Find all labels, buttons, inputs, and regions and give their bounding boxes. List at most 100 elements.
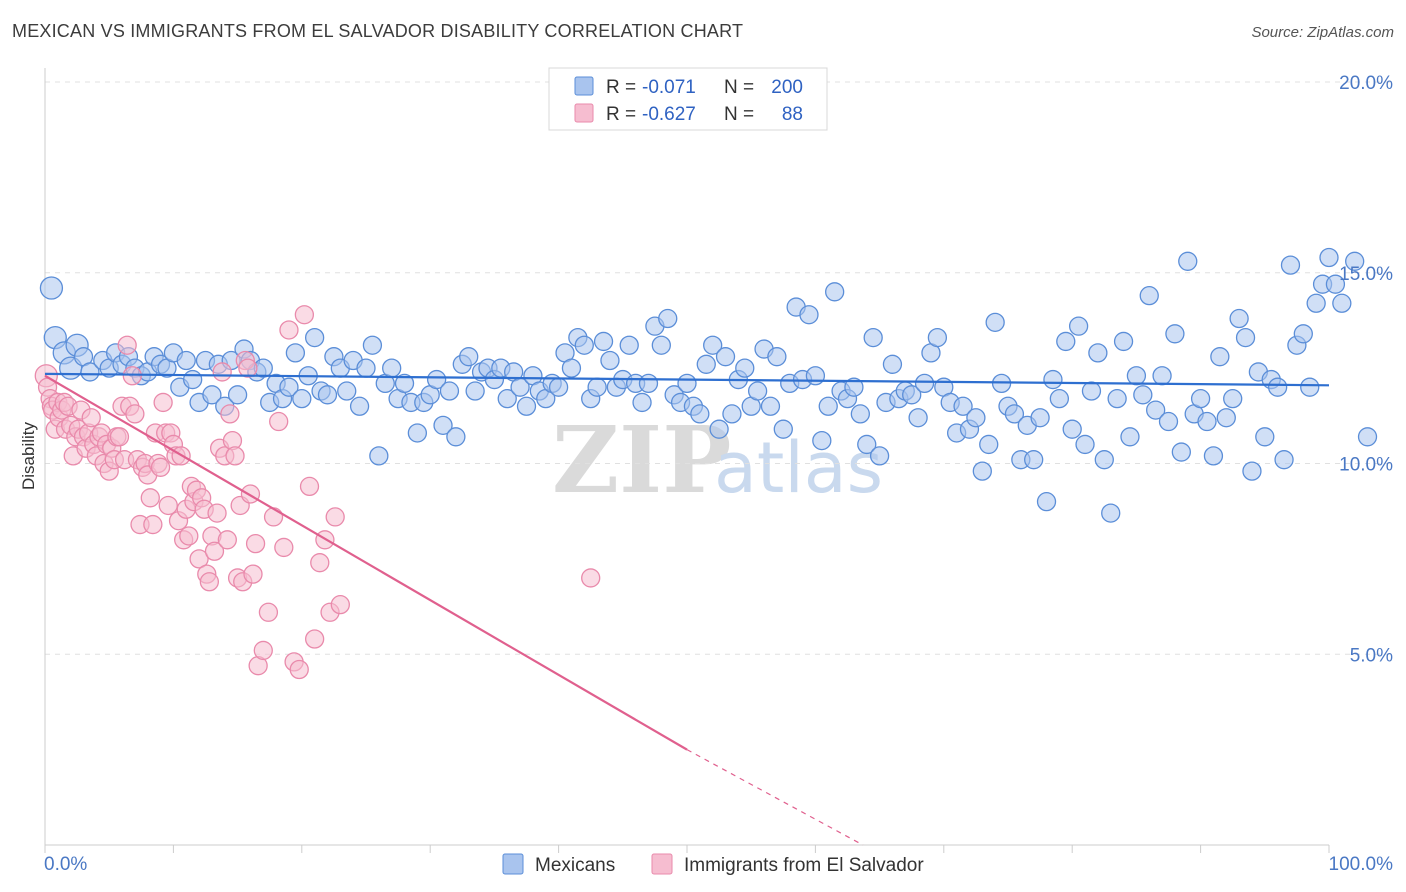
mexicans-point-42 xyxy=(317,385,338,405)
mexicans-point-201 xyxy=(1345,251,1365,271)
mexicans-point-199 xyxy=(1325,274,1346,294)
mexicans-point-164 xyxy=(1101,503,1121,523)
mexicans-point-162 xyxy=(1088,343,1108,363)
mexicans-point-101 xyxy=(696,354,716,374)
mexicans-point-181 xyxy=(1210,347,1230,367)
salvador-point-50 xyxy=(158,495,178,516)
salvador-point-90 xyxy=(274,537,294,558)
mexicans-point-56 xyxy=(407,423,428,443)
y-tick-label-0: 5.0% xyxy=(1350,645,1393,666)
legend-n-value-mexicans: 200 xyxy=(771,77,803,98)
axes xyxy=(44,68,1330,853)
legend-r-value-salvador: -0.627 xyxy=(642,104,696,125)
salvador-point-48 xyxy=(153,392,173,413)
bottom-legend-swatch-mexicans xyxy=(502,853,524,875)
mexicans-point-85 xyxy=(593,331,614,352)
mexicans-point-40 xyxy=(304,327,325,348)
mexicans-point-192 xyxy=(1280,255,1301,275)
salvador-point-101 xyxy=(330,595,350,615)
salvador-point-84 xyxy=(245,533,266,554)
salvador-point-74 xyxy=(220,404,240,424)
legend-r-value-mexicans: -0.071 xyxy=(642,77,696,98)
mexicans-point-109 xyxy=(747,381,768,401)
salvador-trend-line-extension xyxy=(686,749,864,846)
mexicans-point-195 xyxy=(1300,377,1320,397)
salvador-point-100 xyxy=(325,507,345,527)
salvador-point-62 xyxy=(189,549,209,569)
correlation-legend: R = -0.071 N = 200 R = -0.627 N = 88 xyxy=(548,67,828,131)
mexicans-point-80 xyxy=(561,358,582,378)
mexicans-point-185 xyxy=(1235,327,1256,348)
mexicans-point-64 xyxy=(459,347,479,367)
salvador-point-66 xyxy=(199,572,220,592)
mexicans-point-156 xyxy=(1049,388,1070,409)
mexicans-point-175 xyxy=(1171,442,1191,462)
mexicans-point-202 xyxy=(1357,427,1378,447)
mexicans-point-182 xyxy=(1216,408,1236,428)
watermark-zip: ZIP xyxy=(552,406,731,514)
salvador-point-58 xyxy=(179,526,199,546)
mexicans-point-127 xyxy=(863,327,883,348)
mexicans-point-50 xyxy=(369,446,389,466)
mexicans-point-167 xyxy=(1120,427,1140,447)
salvador-point-69 xyxy=(207,503,227,523)
mexicans-points xyxy=(39,247,1378,523)
mexicans-point-184 xyxy=(1229,308,1249,329)
mexicans-point-135 xyxy=(914,373,935,394)
mexicans-point-84 xyxy=(587,377,607,397)
mexicans-point-112 xyxy=(767,347,787,367)
mexicans-point-159 xyxy=(1068,316,1089,336)
legend-r-label-salvador: R = xyxy=(606,104,636,125)
mexicans-point-183 xyxy=(1223,388,1243,409)
mexicans-point-130 xyxy=(882,354,903,374)
mexicans-point-6 xyxy=(80,362,100,382)
x-tick-label-max: 100.0% xyxy=(1329,854,1394,875)
mexicans-point-20 xyxy=(176,350,196,371)
legend-r-label-mexicans: R = xyxy=(606,77,636,98)
mexicans-point-65 xyxy=(465,381,485,401)
trend-lines xyxy=(44,372,1330,846)
mexicans-point-60 xyxy=(433,415,453,436)
mexicans-point-48 xyxy=(356,358,376,378)
mexicans-point-0 xyxy=(39,276,64,300)
mexicans-point-54 xyxy=(394,373,415,394)
mexicans-point-70 xyxy=(497,388,517,409)
mexicans-point-91 xyxy=(632,392,652,413)
legend-swatch-mexicans xyxy=(574,76,594,96)
salvador-point-68 xyxy=(204,541,225,561)
mexicans-point-171 xyxy=(1146,400,1166,420)
mexicans-point-172 xyxy=(1152,366,1172,386)
bottom-legend-swatch-salvador xyxy=(651,853,673,875)
mexicans-point-168 xyxy=(1126,366,1147,386)
mexicans-point-178 xyxy=(1190,388,1211,409)
mexicans-point-94 xyxy=(651,335,671,355)
mexicans-point-194 xyxy=(1293,324,1313,344)
mexicans-point-24 xyxy=(202,385,222,405)
salvador-point-76 xyxy=(225,446,245,466)
y-tick-label-3: 20.0% xyxy=(1339,73,1393,94)
mexicans-point-143 xyxy=(966,408,986,428)
mexicans-point-95 xyxy=(658,308,678,329)
mexicans-point-119 xyxy=(812,430,832,451)
mexicans-point-198 xyxy=(1319,247,1339,268)
mexicans-point-103 xyxy=(709,419,729,439)
salvador-trend-line xyxy=(44,374,688,751)
salvador-point-44 xyxy=(143,514,163,535)
salvador-point-20 xyxy=(81,408,101,428)
salvador-point-71 xyxy=(212,362,232,382)
mexicans-point-179 xyxy=(1197,411,1217,432)
mexicans-point-37 xyxy=(285,343,306,363)
mexicans-point-186 xyxy=(1242,461,1262,481)
mexicans-point-52 xyxy=(382,358,402,378)
legend-swatch-salvador xyxy=(574,103,594,123)
bottom-legend-label-mexicans: Mexicans xyxy=(535,855,615,876)
mexicans-point-158 xyxy=(1062,419,1082,439)
salvador-point-43 xyxy=(140,488,160,508)
mexicans-point-128 xyxy=(869,446,890,466)
chart-title: MEXICAN VS IMMIGRANTS FROM EL SALVADOR D… xyxy=(12,21,744,41)
mexicans-point-196 xyxy=(1306,293,1326,313)
mexicans-point-161 xyxy=(1081,381,1102,401)
legend-n-value-salvador: 88 xyxy=(782,104,803,125)
watermark-atlas: atlas xyxy=(714,427,883,509)
mexicans-point-154 xyxy=(1036,491,1057,512)
